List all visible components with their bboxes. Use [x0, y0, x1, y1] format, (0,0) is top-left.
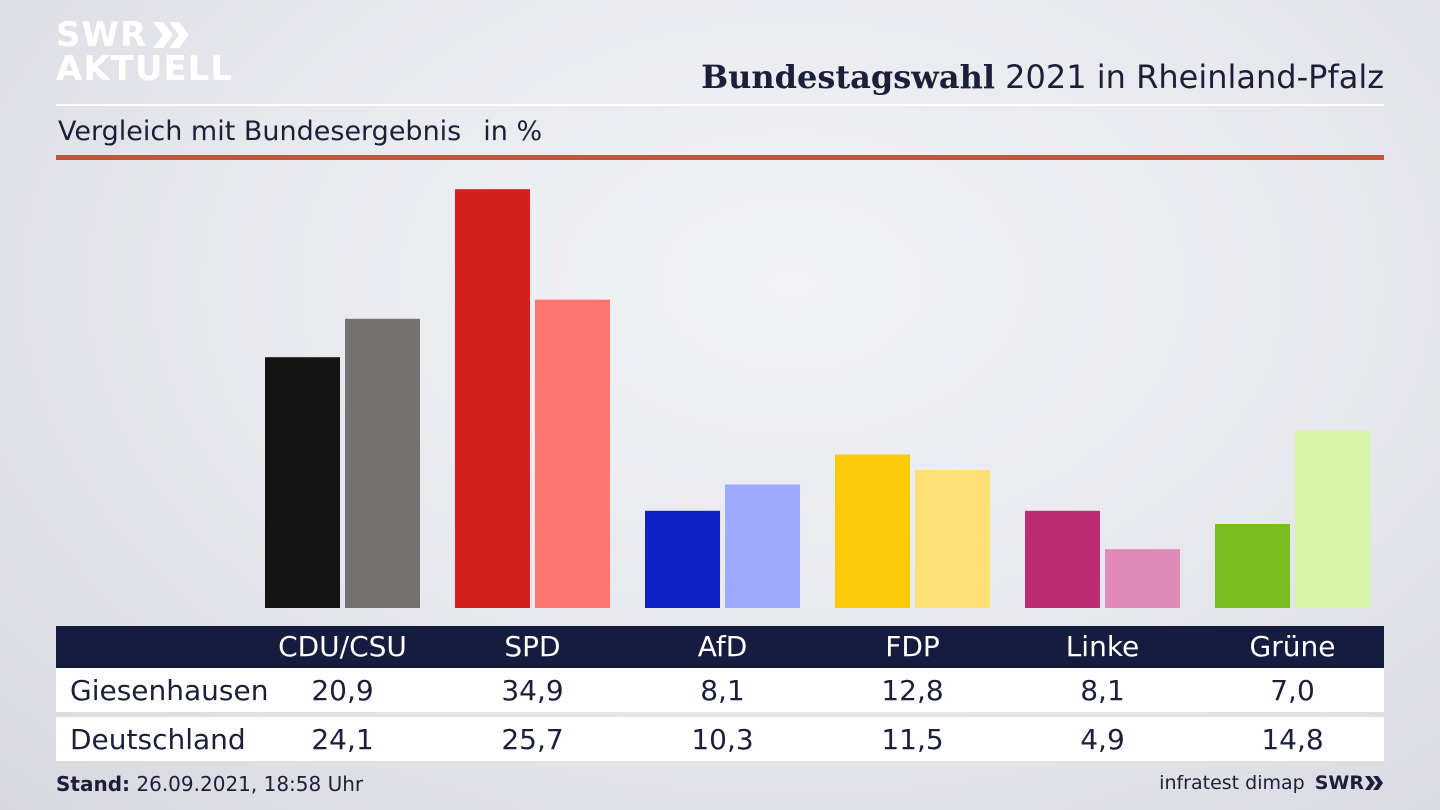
value-cell: 34,9 [501, 674, 564, 707]
bar-cdu-csu-giesenhausen [265, 357, 340, 608]
row-label-deutschland: Deutschland [70, 723, 246, 756]
value-cell: 8,1 [1080, 674, 1125, 707]
category-label: SPD [504, 630, 561, 663]
bar-gr-ne-giesenhausen [1215, 524, 1290, 608]
value-cell: 7,0 [1270, 674, 1315, 707]
bar-afd-giesenhausen [645, 510, 720, 608]
footer-brand-text: SWR [1314, 772, 1364, 794]
footer-brand: SWR [1315, 772, 1384, 794]
swr-aktuell-logo: SWR AKTUELL [56, 18, 233, 86]
footer-source: infratest dimap SWR [1159, 772, 1384, 794]
category-label: Grüne [1249, 630, 1336, 663]
bar-fdp-deutschland [915, 470, 990, 608]
title-rest: 2021 in Rheinland-Pfalz [1005, 58, 1384, 96]
value-cell: 4,9 [1080, 723, 1125, 756]
timestamp: Stand: 26.09.2021, 18:58 Uhr [56, 772, 363, 796]
stand-label: Stand: [56, 772, 131, 796]
bar-linke-deutschland [1105, 549, 1180, 608]
table-row-bg-1 [56, 668, 1384, 712]
category-label: Linke [1065, 630, 1140, 663]
bar-fdp-giesenhausen [835, 454, 910, 608]
value-cell: 12,8 [881, 674, 944, 707]
value-cell: 10,3 [691, 723, 754, 756]
subtitle-text: Vergleich mit Bundesergebnis [58, 116, 462, 147]
double-chevron-icon [1365, 776, 1383, 790]
bar-linke-giesenhausen [1025, 510, 1100, 608]
source-label: infratest dimap [1159, 772, 1305, 794]
category-label: CDU/CSU [278, 630, 407, 663]
category-label: FDP [885, 630, 940, 663]
value-cell: 8,1 [700, 674, 745, 707]
value-cell: 20,9 [311, 674, 374, 707]
header-divider [56, 104, 1384, 106]
row-label-giesenhausen: Giesenhausen [70, 674, 269, 707]
page-title: Bundestagswahl 2021 in Rheinland-Pfalz [701, 58, 1384, 96]
table-header [56, 626, 1384, 668]
value-cell: 24,1 [311, 723, 374, 756]
chart-subtitle: Vergleich mit Bundesergebnis in % [58, 116, 542, 147]
logo-line1: SWR [56, 15, 148, 55]
bar-cdu-csu-deutschland [345, 318, 420, 608]
value-cell: 25,7 [501, 723, 564, 756]
bar-gr-ne-deutschland [1295, 430, 1370, 608]
bar-spd-deutschland [535, 299, 610, 608]
stand-value: 26.09.2021, 18:58 Uhr [136, 772, 364, 796]
table-row-bg-2 [56, 717, 1384, 761]
logo-line2: AKTUELL [56, 49, 234, 89]
bar-afd-deutschland [725, 484, 800, 608]
value-cell: 11,5 [881, 723, 944, 756]
title-bold: Bundestagswahl [701, 58, 995, 96]
double-chevron-icon [153, 22, 190, 48]
category-label: AfD [697, 630, 748, 663]
accent-divider [56, 155, 1384, 160]
unit-label: in % [483, 116, 543, 147]
bar-spd-giesenhausen [455, 189, 530, 608]
value-cell: 14,8 [1261, 723, 1324, 756]
